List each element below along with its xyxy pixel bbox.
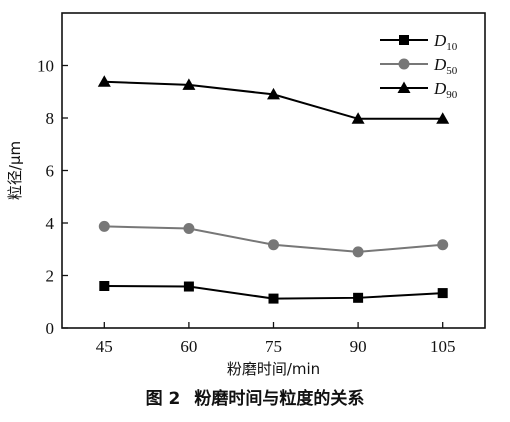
legend-label: D10	[433, 31, 458, 53]
figure-caption: 图 2 粉磨时间与粒度的关系	[0, 384, 510, 409]
series-D10	[99, 281, 448, 304]
legend-label: D50	[433, 55, 458, 77]
legend-marker	[398, 58, 410, 70]
data-point	[351, 112, 365, 124]
y-axis-title: 粒径/μm	[6, 141, 24, 200]
chart-area: 45 60 75 90 105 0 2 4 6 8 10 粉磨时间/min 粒径/μm D10 D50 D90	[6, 12, 486, 378]
y-tick-label: 8	[46, 109, 55, 128]
y-tick-label: 4	[46, 214, 55, 233]
x-tick-label: 60	[180, 337, 197, 356]
figure-number: 图 2	[145, 389, 181, 409]
legend-marker	[397, 81, 411, 93]
data-point	[99, 281, 110, 291]
series-D50	[98, 220, 449, 258]
data-point	[98, 220, 110, 232]
legend-label: D90	[433, 79, 458, 101]
x-tick-label: 90	[350, 337, 367, 356]
data-point	[268, 293, 279, 304]
data-point	[437, 239, 449, 251]
series-D90	[97, 75, 450, 124]
data-point	[268, 239, 279, 251]
figure-title: 粉磨时间与粒度的关系	[194, 389, 365, 409]
y-tick-label: 0	[46, 319, 55, 338]
legend-marker	[399, 35, 409, 45]
data-point	[97, 75, 111, 87]
data-point	[353, 292, 364, 303]
y-tick-label: 10	[37, 57, 54, 76]
y-tick-label: 2	[46, 267, 55, 286]
x-tick-label: 45	[96, 337, 113, 356]
data-point	[182, 78, 196, 90]
plot-frame	[61, 12, 486, 329]
data-point	[183, 223, 195, 235]
y-tick-label: 6	[46, 162, 55, 181]
data-point	[267, 87, 280, 100]
x-tick-label: 105	[430, 337, 456, 356]
x-tick-label: 75	[265, 337, 282, 356]
data-point	[183, 281, 194, 292]
data-point	[436, 112, 450, 124]
x-axis-title: 粉磨时间/min	[227, 360, 320, 378]
data-point	[352, 246, 364, 258]
data-point	[437, 288, 448, 299]
